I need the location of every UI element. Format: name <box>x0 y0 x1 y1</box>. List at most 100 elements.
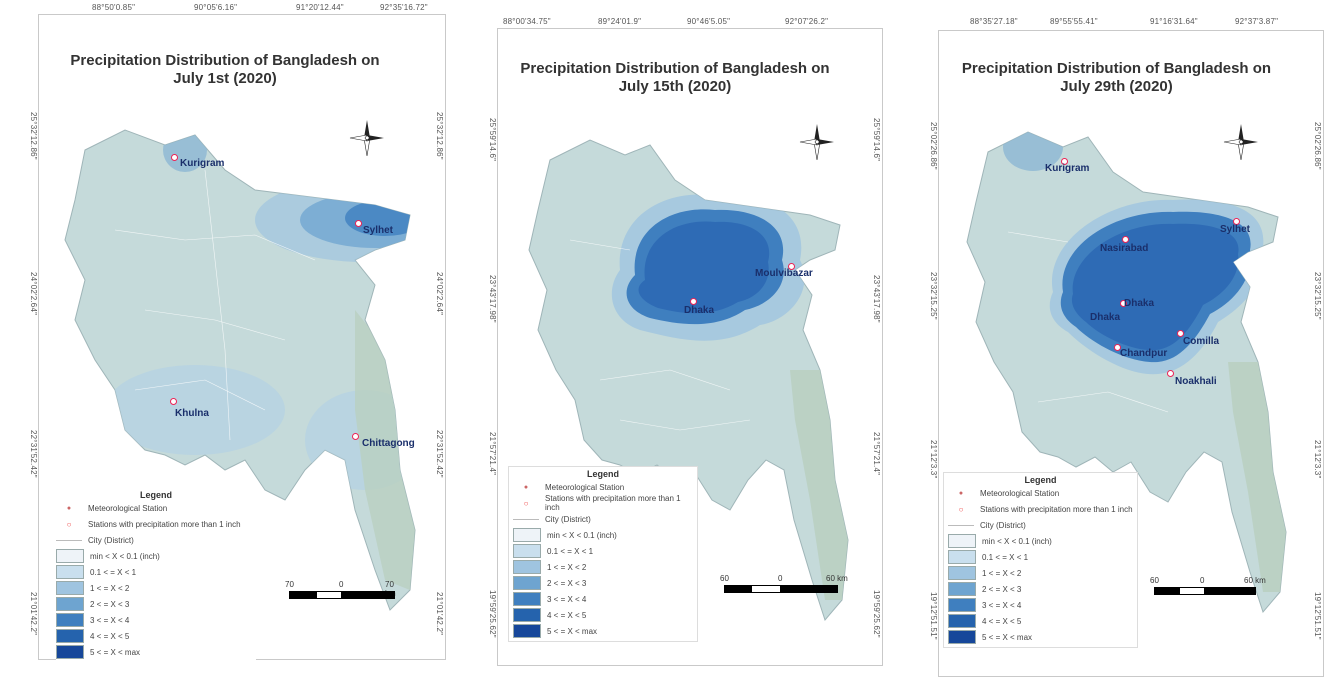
station-marker <box>171 154 178 161</box>
legend-row: 3 < = X < 4 <box>513 591 693 607</box>
legend-row: 4 < = X < 5 <box>513 607 693 623</box>
scale-segment <box>316 591 342 599</box>
city-label: Chandpur <box>1120 348 1168 359</box>
scale-left: 60 <box>1150 576 1159 585</box>
class-swatch <box>948 598 976 612</box>
city-label: Sylhet <box>363 225 394 236</box>
class-swatch <box>948 630 976 644</box>
city-label: Dhaka <box>1124 298 1155 309</box>
title-line-2: July 15th (2020) <box>618 78 732 95</box>
right-coord: 25°02'26.86" <box>1313 122 1322 170</box>
legend-label: Stations with precipitation more than 1 … <box>545 494 681 512</box>
left-coord: 19°59'25.62" <box>488 590 497 638</box>
legend-title: Legend <box>586 469 619 479</box>
right-coord: 21°01'42.2" <box>435 592 444 636</box>
class-swatch <box>56 613 84 627</box>
scale-mid: 0 <box>1200 576 1205 585</box>
legend-label: 0.1 < = X < 1 <box>547 546 594 556</box>
legend-label: Meteorological Station <box>980 488 1060 498</box>
legend-title: Legend <box>1024 475 1057 485</box>
station-marker <box>788 263 795 270</box>
top-coord: 91°16'31.64" <box>1150 17 1198 26</box>
right-coord: 19°59'25.62" <box>872 590 881 638</box>
left-coord: 21°12'3.3" <box>929 440 938 479</box>
class-swatch <box>513 592 541 606</box>
north-arrow-icon <box>349 120 384 157</box>
class-swatch <box>56 629 84 643</box>
left-coord: 21°01'42.2" <box>29 592 38 636</box>
legend-row: 0.1 < = X < 1 <box>948 549 1133 565</box>
class-swatch <box>948 614 976 628</box>
class-swatch <box>948 550 976 564</box>
legend-row: ● Meteorological Station <box>513 479 693 495</box>
map-panel-july-15: 88°00'34.75" 89°24'01.9" 90°46'5.05" 92°… <box>455 0 895 695</box>
legend-row: ○ Stations with precipitation more than 1… <box>948 501 1133 517</box>
precipitation-map <box>528 139 849 622</box>
legend-label: City (District) <box>88 535 134 545</box>
legend-row: 3 < = X < 4 <box>56 612 256 628</box>
precipitation-map <box>64 129 416 611</box>
right-coord: 25°32'12.86" <box>435 112 444 160</box>
legend-label: Stations with precipitation more than 1 … <box>980 504 1133 514</box>
heavy-station-icon: ○ <box>523 498 529 508</box>
legend-row: City (District) <box>56 532 256 548</box>
right-coord: 19°12'51.51" <box>1313 592 1322 640</box>
station-marker <box>1120 300 1127 307</box>
station-icon: ● <box>523 483 529 491</box>
legend-row: 0.1 < = X < 1 <box>56 564 256 580</box>
legend-label: City (District) <box>980 520 1026 530</box>
legend-label: 5 < = X < max <box>982 632 1033 642</box>
left-coord: 25°32'12.86" <box>29 112 38 160</box>
legend-row: 0.1 < = X < 1 <box>513 543 693 559</box>
class-swatch <box>513 560 541 574</box>
legend-label: 0.1 < = X < 1 <box>90 567 137 577</box>
map-title: Precipitation Distribution of Bangladesh… <box>455 60 895 96</box>
right-coord: 22°31'52.42" <box>435 430 444 478</box>
scale-segment <box>780 585 838 593</box>
left-coord: 19°12'51.51" <box>929 592 938 640</box>
scale-left: 70 <box>285 580 294 589</box>
legend-row: 2 < = X < 3 <box>948 581 1133 597</box>
left-coord: 21°57'21.4" <box>488 432 497 476</box>
top-coord: 88°00'34.75" <box>503 17 551 26</box>
class-swatch <box>948 534 976 548</box>
legend-row: ○ Stations with precipitation more than 1… <box>513 494 693 512</box>
legend-row: ● Meteorological Station <box>948 485 1133 501</box>
left-coord: 25°59'14.6" <box>488 118 497 162</box>
city-label: Dhaka <box>1090 312 1121 323</box>
top-coord: 88°50'0.85" <box>92 3 136 12</box>
city-boundary-icon <box>513 518 539 520</box>
right-coord: 21°57'21.4" <box>872 432 881 476</box>
legend-label: 0.1 < = X < 1 <box>982 552 1029 562</box>
city-label: Dhaka <box>684 305 715 316</box>
legend-label: 5 < = X < max <box>90 647 141 657</box>
class-swatch <box>513 624 541 638</box>
scale-mid: 0 <box>778 574 783 583</box>
north-arrow-icon <box>1223 124 1258 161</box>
scale-bar: 70 0 70 km <box>285 580 405 604</box>
legend-row: 1 < = X < 2 <box>513 559 693 575</box>
class-swatch <box>948 582 976 596</box>
legend-label: 2 < = X < 3 <box>547 578 587 588</box>
legend-label: 3 < = X < 4 <box>90 615 130 625</box>
station-marker <box>1122 236 1129 243</box>
class-swatch <box>513 544 541 558</box>
legend-row: 5 < = X < max <box>513 623 693 639</box>
legend-label: 5 < = X < max <box>547 626 598 636</box>
scale-left: 60 <box>720 574 729 583</box>
top-coord: 90°46'5.05" <box>687 17 731 26</box>
class-swatch <box>56 549 84 563</box>
heavy-station-icon: ○ <box>66 519 72 529</box>
scale-segment <box>1154 587 1180 595</box>
legend-label: 2 < = X < 3 <box>982 584 1022 594</box>
legend-label: 3 < = X < 4 <box>547 594 587 604</box>
class-swatch <box>513 528 541 542</box>
legend-row: 2 < = X < 3 <box>56 596 256 612</box>
class-swatch <box>513 576 541 590</box>
legend-row: 1 < = X < 2 <box>948 565 1133 581</box>
legend-row: min < X < 0.1 (inch) <box>948 533 1133 549</box>
station-marker <box>1177 330 1184 337</box>
top-coord: 89°55'55.41" <box>1050 17 1098 26</box>
scale-right: 60 km <box>826 574 848 583</box>
title-line-2: July 1st (2020) <box>173 70 277 87</box>
